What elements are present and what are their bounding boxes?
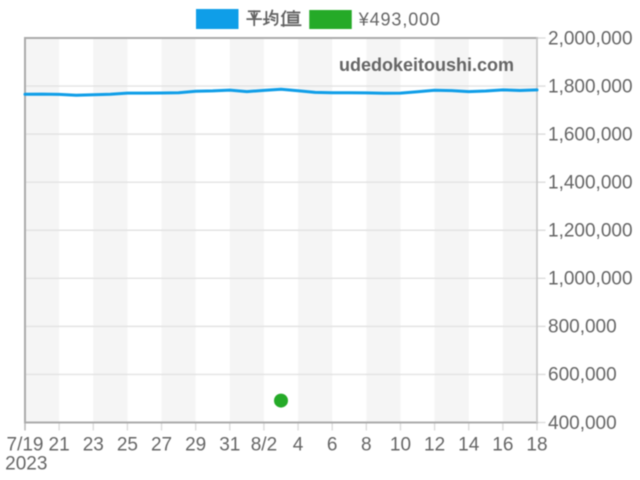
- svg-text:1,600,000: 1,600,000: [548, 124, 633, 145]
- svg-text:6: 6: [327, 435, 338, 456]
- svg-text:16: 16: [492, 435, 513, 456]
- svg-text:23: 23: [83, 435, 104, 456]
- svg-text:1,200,000: 1,200,000: [548, 221, 633, 242]
- svg-text:8: 8: [361, 435, 372, 456]
- svg-text:21: 21: [49, 435, 70, 456]
- svg-text:1,000,000: 1,000,000: [548, 269, 633, 290]
- svg-text:27: 27: [151, 435, 172, 456]
- svg-text:1,400,000: 1,400,000: [548, 173, 633, 194]
- svg-text:udedokeitoushi.com: udedokeitoushi.com: [339, 55, 514, 75]
- svg-text:2,000,000: 2,000,000: [548, 28, 633, 49]
- svg-text:7/19: 7/19: [7, 435, 44, 456]
- svg-text:10: 10: [390, 435, 411, 456]
- svg-text:29: 29: [185, 435, 206, 456]
- svg-text:600,000: 600,000: [548, 365, 617, 386]
- svg-text:25: 25: [117, 435, 138, 456]
- svg-text:4: 4: [293, 435, 304, 456]
- svg-text:8/2: 8/2: [251, 435, 277, 456]
- svg-text:31: 31: [219, 435, 240, 456]
- svg-text:14: 14: [458, 435, 480, 456]
- svg-text:800,000: 800,000: [548, 317, 617, 338]
- svg-text:¥493,000: ¥493,000: [358, 9, 441, 29]
- svg-text:400,000: 400,000: [548, 413, 617, 434]
- svg-text:1,800,000: 1,800,000: [548, 76, 633, 97]
- svg-text:12: 12: [424, 435, 445, 456]
- svg-text:18: 18: [526, 435, 547, 456]
- svg-text:2023: 2023: [5, 454, 47, 475]
